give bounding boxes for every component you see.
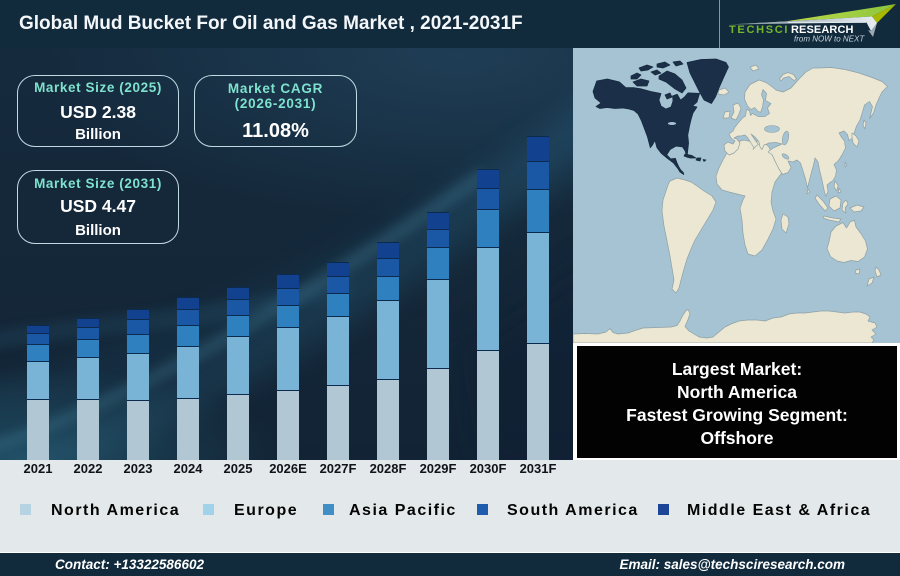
- svg-text:RESEARCH: RESEARCH: [791, 24, 854, 36]
- svg-text:from NOW to NEXT: from NOW to NEXT: [794, 35, 865, 44]
- svg-text:TECHSCI: TECHSCI: [729, 24, 789, 36]
